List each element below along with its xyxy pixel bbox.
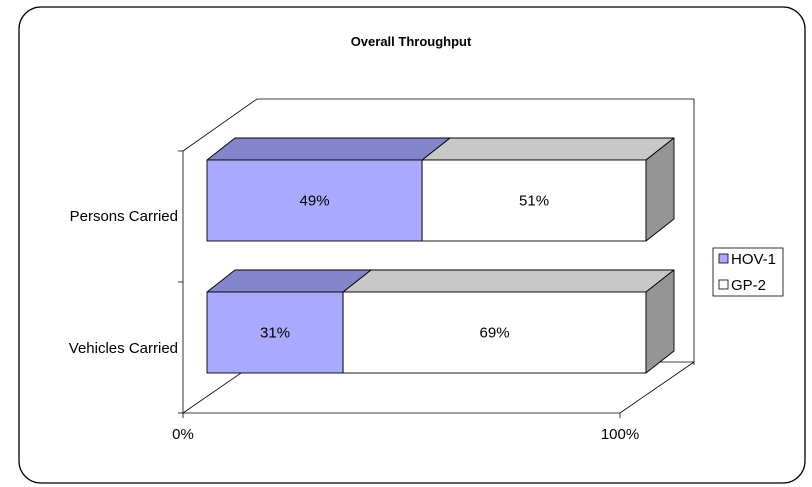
bar-top-vehicles-carried-gp-2 — [342, 269, 675, 293]
legend-swatch-gp-2 — [718, 279, 729, 290]
data-label-vehicles-carried-hov-1: 31% — [260, 325, 290, 342]
chart-title: Overall Throughput — [351, 34, 472, 49]
bar-top-persons-carried-gp-2 — [421, 137, 675, 161]
legend-label-gp-2: GP-2 — [731, 277, 766, 294]
category-label-persons-carried: Persons Carried — [70, 208, 178, 225]
bars-layer: 49% 51% 31% 69% — [206, 137, 675, 374]
bar-persons-carried-gp-2 — [421, 159, 647, 242]
bar-side-vehicles-carried — [645, 269, 675, 374]
chart-frame — [18, 6, 806, 484]
legend: HOV-1 GP-2 — [712, 247, 784, 297]
bar-vehicles-carried-hov-1 — [206, 291, 344, 374]
axis-ticks — [178, 150, 621, 418]
data-label-persons-carried-hov-1: 49% — [300, 193, 330, 210]
data-label-vehicles-carried-gp-2: 69% — [480, 325, 510, 342]
data-label-persons-carried-gp-2: 51% — [519, 193, 549, 210]
legend-swatch-hov-1 — [718, 253, 729, 264]
bar-persons-carried-hov-1 — [206, 159, 423, 242]
bar-side-persons-carried — [645, 137, 675, 242]
x-tick-label-1: 100% — [601, 426, 639, 443]
x-tick-label-0: 0% — [172, 426, 194, 443]
bar-top-persons-carried-hov-1 — [206, 137, 451, 161]
legend-label-hov-1: HOV-1 — [731, 251, 776, 268]
category-label-vehicles-carried: Vehicles Carried — [69, 340, 178, 357]
bar-top-vehicles-carried-hov-1 — [206, 269, 372, 293]
